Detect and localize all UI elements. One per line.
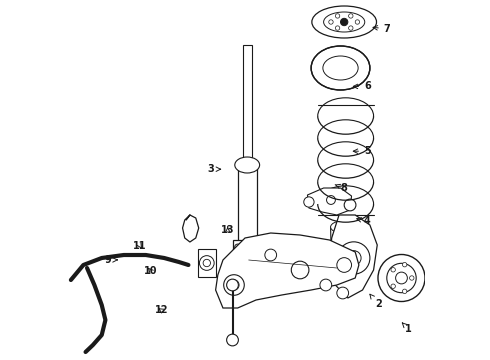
Circle shape [348,26,353,30]
Circle shape [265,249,276,261]
Circle shape [338,242,370,274]
Circle shape [341,18,348,26]
Text: 5: 5 [353,146,371,156]
Circle shape [254,244,260,250]
Circle shape [355,20,360,24]
Polygon shape [238,165,257,255]
Circle shape [326,195,335,204]
Text: 6: 6 [353,81,371,91]
Polygon shape [331,227,355,277]
Circle shape [346,251,361,265]
Circle shape [224,275,245,295]
Polygon shape [329,215,377,298]
Polygon shape [243,45,251,165]
Polygon shape [307,188,351,215]
Circle shape [304,197,314,207]
Ellipse shape [332,271,354,283]
Polygon shape [233,240,262,285]
Polygon shape [216,233,359,308]
Ellipse shape [323,56,358,80]
Circle shape [378,255,425,302]
Circle shape [402,262,407,267]
Text: 7: 7 [373,24,391,34]
Circle shape [229,280,239,290]
Circle shape [348,14,353,18]
Text: 2: 2 [370,294,382,309]
Text: 8: 8 [335,183,347,193]
Circle shape [335,26,340,30]
Circle shape [337,258,351,273]
Ellipse shape [235,157,260,173]
Polygon shape [197,249,216,277]
Circle shape [320,279,332,291]
Circle shape [410,276,414,280]
Ellipse shape [331,221,355,233]
Circle shape [402,289,407,293]
Text: 3: 3 [207,164,220,174]
Circle shape [344,199,356,211]
Ellipse shape [311,46,370,90]
Circle shape [337,287,348,299]
Ellipse shape [323,12,365,32]
Text: 1: 1 [402,323,412,334]
Text: 11: 11 [133,240,147,251]
Ellipse shape [312,6,376,38]
Text: 12: 12 [155,305,168,315]
Circle shape [391,267,395,272]
Text: 13: 13 [221,225,235,235]
Circle shape [291,261,309,279]
Circle shape [227,279,239,291]
Circle shape [335,14,340,18]
Circle shape [387,263,416,293]
Circle shape [199,256,214,270]
Ellipse shape [241,248,254,278]
Text: 4: 4 [357,216,371,226]
Circle shape [227,334,239,346]
Circle shape [203,259,211,267]
Circle shape [235,244,241,250]
Circle shape [395,272,407,284]
Circle shape [391,284,395,288]
Circle shape [329,20,333,24]
Text: 10: 10 [144,266,157,276]
Text: 9: 9 [105,255,118,265]
